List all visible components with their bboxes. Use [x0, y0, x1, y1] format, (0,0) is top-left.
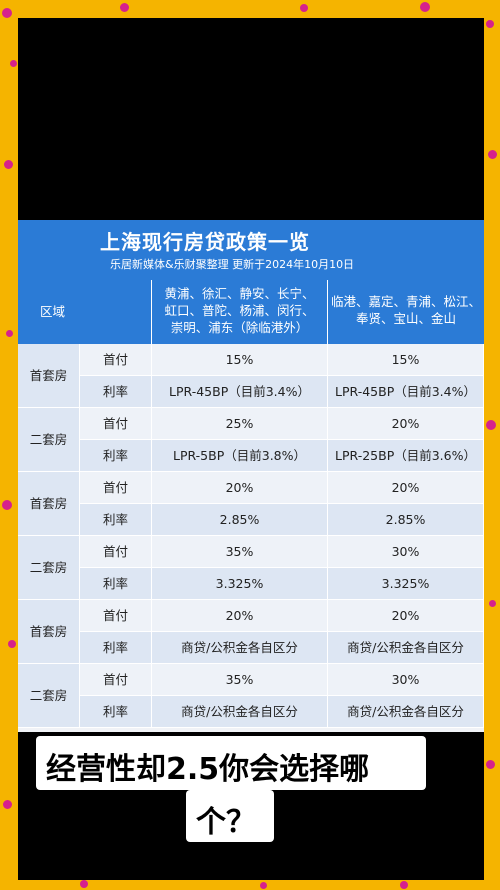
cell-col-b: 30% — [328, 664, 484, 696]
cell-col-b: 商贷/公积金各自区分 — [328, 632, 484, 664]
policy-poster: 上海现行房贷政策一览 乐居新媒体&乐财聚整理 更新于2024年10月10日 区域… — [18, 220, 484, 732]
table-row: 首付 20% 20% — [18, 472, 484, 504]
group-label: 二套房 — [18, 664, 80, 728]
cell-col-b: 20% — [328, 472, 484, 504]
row-label: 利率 — [80, 504, 152, 536]
group-label: 二套房 — [18, 408, 80, 472]
cell-col-b: LPR-25BP（目前3.6%） — [328, 440, 484, 472]
decor-dot — [300, 4, 308, 12]
decor-dot — [488, 150, 497, 159]
row-label: 首付 — [80, 536, 152, 568]
decor-dot — [2, 8, 12, 18]
header-col-a-line1: 黄浦、徐汇、静安、长宁、 — [164, 286, 315, 301]
table-row: 利率 2.85% 2.85% — [18, 504, 484, 536]
decor-dot — [260, 882, 267, 889]
row-label: 首付 — [80, 408, 152, 440]
table-row: 首付 15% 15% — [18, 344, 484, 376]
row-label: 利率 — [80, 632, 152, 664]
decor-dot — [489, 600, 496, 607]
cell-col-a: LPR-45BP（目前3.4%） — [152, 376, 328, 408]
decor-dot — [8, 640, 16, 648]
cell-col-b: LPR-45BP（目前3.4%） — [328, 376, 484, 408]
header-col-a: 黄浦、徐汇、静安、长宁、 虹口、普陀、杨浦、闵行、 崇明、浦东（除临港外） — [152, 280, 328, 344]
caption-box-line2: 个？ — [186, 790, 274, 842]
header-region-label: 区域 — [40, 304, 66, 319]
cell-col-a: 20% — [152, 472, 328, 504]
table-row: 利率 LPR-5BP（目前3.8%） LPR-25BP（目前3.6%） — [18, 440, 484, 472]
row-label: 首付 — [80, 664, 152, 696]
cell-col-b: 30% — [328, 536, 484, 568]
header-col-a-line2: 虹口、普陀、杨浦、闵行、 — [164, 303, 315, 318]
cell-col-b: 20% — [328, 408, 484, 440]
row-label: 利率 — [80, 440, 152, 472]
row-label: 利率 — [80, 568, 152, 600]
cell-col-a: LPR-5BP（目前3.8%） — [152, 440, 328, 472]
decor-dot — [10, 60, 17, 67]
table-row: 首付 20% 20% — [18, 600, 484, 632]
cell-col-a: 商贷/公积金各自区分 — [152, 632, 328, 664]
cell-col-b: 2.85% — [328, 504, 484, 536]
poster-title-bar: 上海现行房贷政策一览 乐居新媒体&乐财聚整理 更新于2024年10月10日 — [18, 220, 484, 280]
cell-col-b: 3.325% — [328, 568, 484, 600]
cell-col-b: 商贷/公积金各自区分 — [328, 696, 484, 728]
decor-dot — [120, 3, 129, 12]
cell-col-b: 20% — [328, 600, 484, 632]
table-row: 利率 3.325% 3.325% — [18, 568, 484, 600]
row-label: 利率 — [80, 696, 152, 728]
cell-col-a: 35% — [152, 664, 328, 696]
group-label: 首套房 — [18, 344, 80, 408]
table-row: 利率 商贷/公积金各自区分 商贷/公积金各自区分 — [18, 632, 484, 664]
decor-dot — [2, 500, 12, 510]
table-row: 首付 25% 20% — [18, 408, 484, 440]
cell-col-a: 15% — [152, 344, 328, 376]
decor-dot — [420, 2, 430, 12]
decor-dot — [4, 160, 13, 169]
group-label: 首套房 — [18, 472, 80, 536]
cell-col-a: 商贷/公积金各自区分 — [152, 696, 328, 728]
cell-col-a: 2.85% — [152, 504, 328, 536]
table-row: 利率 商贷/公积金各自区分 商贷/公积金各自区分 — [18, 696, 484, 728]
cell-col-b: 15% — [328, 344, 484, 376]
table-row: 首付 35% 30% — [18, 664, 484, 696]
decor-dot — [486, 420, 496, 430]
decor-dot — [80, 880, 88, 888]
header-col-a-line3: 崇明、浦东（除临港外） — [170, 320, 309, 335]
decor-dot — [3, 800, 12, 809]
poster-title: 上海现行房贷政策一览 — [100, 230, 310, 254]
caption-box-line1: 经营性却2.5你会选择哪 — [36, 736, 426, 790]
caption-line1: 经营性却2.5你会选择哪 — [46, 752, 370, 787]
cell-col-a: 25% — [152, 408, 328, 440]
cell-col-a: 35% — [152, 536, 328, 568]
group-label: 首套房 — [18, 600, 80, 664]
decor-dot — [400, 881, 408, 889]
group-label: 二套房 — [18, 536, 80, 600]
table-row: 首付 35% 30% — [18, 536, 484, 568]
decor-dot — [6, 330, 13, 337]
header-col-b-line2: 奉贤、宝山、金山 — [355, 311, 456, 326]
row-label: 首付 — [80, 600, 152, 632]
header-region: 区域 — [18, 280, 152, 344]
row-label: 首付 — [80, 472, 152, 504]
cell-col-a: 3.325% — [152, 568, 328, 600]
header-col-b-line1: 临港、嘉定、青浦、松江、 — [330, 294, 481, 309]
cell-col-a: 20% — [152, 600, 328, 632]
decor-dot — [486, 760, 495, 769]
row-label: 利率 — [80, 376, 152, 408]
caption-line2: 个？ — [196, 805, 256, 840]
decor-dot — [486, 20, 494, 28]
header-col-b: 临港、嘉定、青浦、松江、 奉贤、宝山、金山 — [328, 280, 484, 344]
row-label: 首付 — [80, 344, 152, 376]
table-row: 利率 LPR-45BP（目前3.4%） LPR-45BP（目前3.4%） — [18, 376, 484, 408]
poster-subtitle: 乐居新媒体&乐财聚整理 更新于2024年10月10日 — [110, 258, 355, 271]
